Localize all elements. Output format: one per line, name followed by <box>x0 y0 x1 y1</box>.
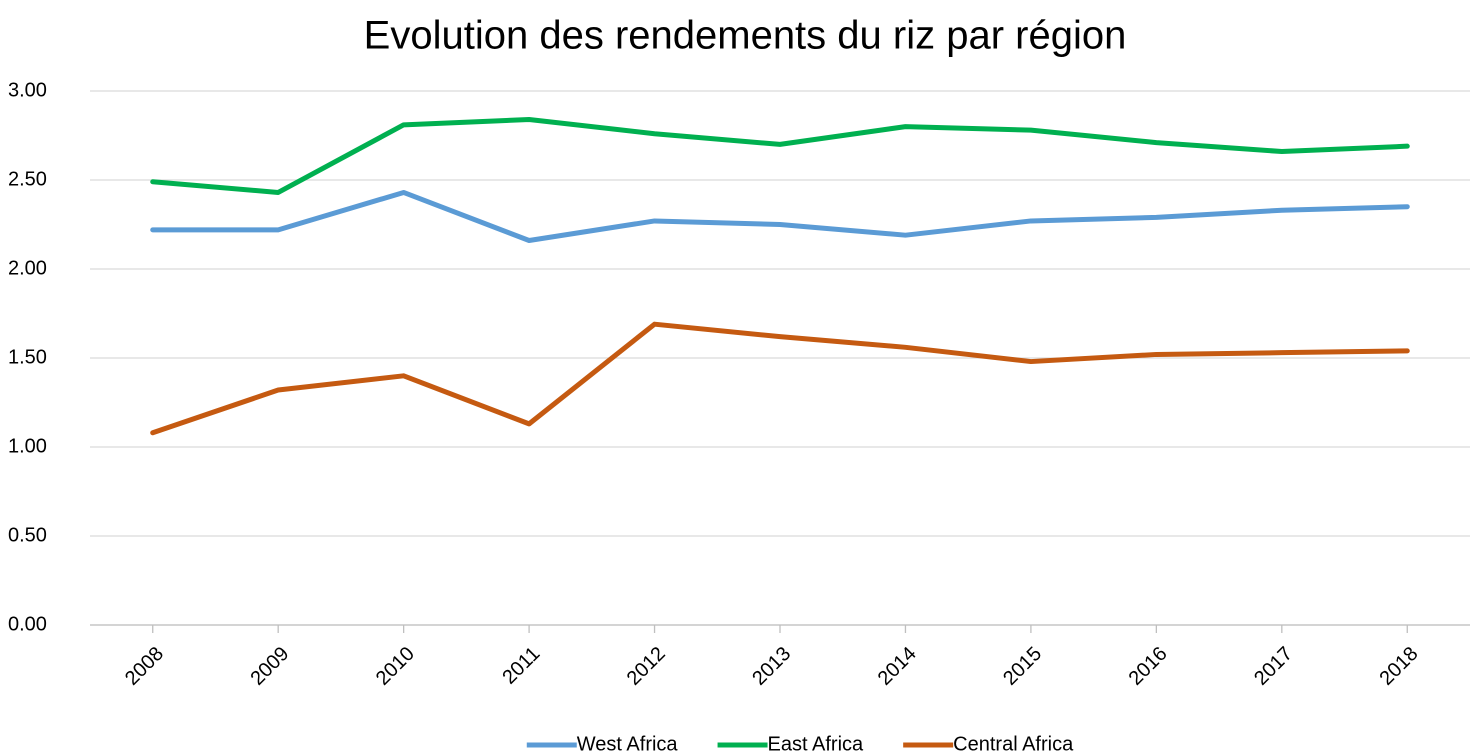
series-line <box>150 116 1410 195</box>
series-line <box>150 189 1410 244</box>
x-tick-label: 2011 <box>498 643 544 689</box>
legend: West Africa East Africa Central Africa <box>526 733 1074 755</box>
series-line <box>150 321 1410 436</box>
x-tick-label: 2017 <box>1250 643 1297 690</box>
x-tick-label: 2014 <box>874 643 921 690</box>
legend-label: West Africa <box>577 733 679 755</box>
y-tick-label: 0.00 <box>8 613 47 635</box>
y-tick-label: 3.00 <box>8 79 47 101</box>
legend-label: Central Africa <box>953 733 1074 755</box>
x-tick-label: 2008 <box>121 643 168 690</box>
y-tick-label: 2.50 <box>8 168 47 190</box>
x-tick-label: 2016 <box>1125 643 1172 690</box>
x-tick-label: 2013 <box>748 643 795 690</box>
x-tick-label: 2015 <box>999 643 1046 690</box>
y-tick-label: 2.00 <box>8 257 47 279</box>
chart-title: Evolution des rendements du riz par régi… <box>364 14 1127 58</box>
legend-label: East Africa <box>768 733 864 755</box>
x-tick-label: 2012 <box>623 643 670 690</box>
x-tick-label: 2010 <box>372 643 419 690</box>
y-tick-label: 1.50 <box>8 346 47 368</box>
y-tick-label: 1.00 <box>8 435 47 457</box>
y-tick-label: 0.50 <box>8 524 47 546</box>
x-tick-label: 2018 <box>1376 643 1423 690</box>
x-tick-label: 2009 <box>246 643 293 690</box>
